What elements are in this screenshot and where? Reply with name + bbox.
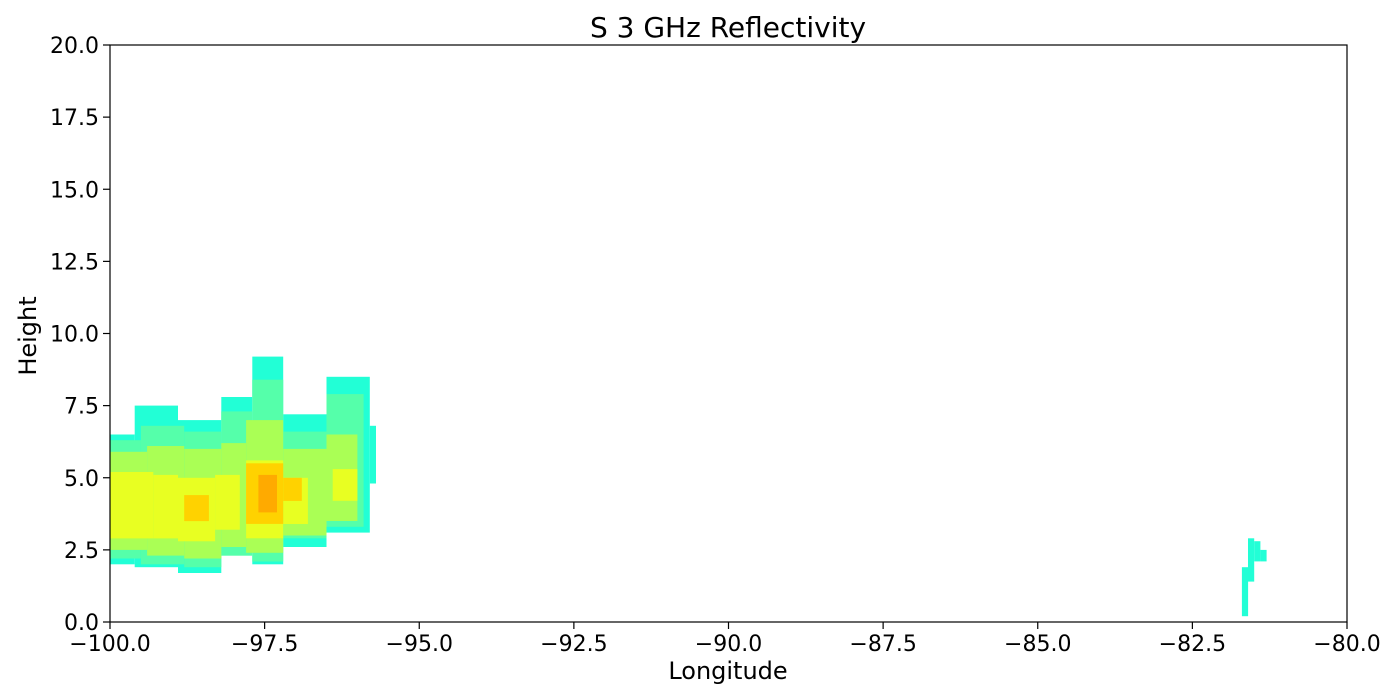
x-tick-label: −80.0 <box>1313 632 1380 657</box>
y-tick-label: 10.0 <box>50 323 99 348</box>
x-tick-label: −90.0 <box>695 632 762 657</box>
reflectivity-cell-weak <box>1248 538 1255 582</box>
chart-title: S 3 GHz Reflectivity <box>590 11 866 44</box>
x-tick-label: −87.5 <box>849 632 916 657</box>
y-tick-label: 15.0 <box>50 178 99 203</box>
reflectivity-cell-strong <box>110 472 154 539</box>
reflectivity-cell-weak <box>1254 541 1261 562</box>
reflectivity-cell-strong <box>153 474 178 539</box>
reflectivity-cells <box>110 356 1267 617</box>
y-tick-label: 7.5 <box>64 395 99 420</box>
x-tick-label: −85.0 <box>1004 632 1071 657</box>
reflectivity-cell-heavy <box>283 477 302 501</box>
reflectivity-cell-strong <box>215 474 240 530</box>
x-tick-label: −82.5 <box>1159 632 1226 657</box>
y-tick-label: 17.5 <box>50 106 99 131</box>
y-tick-label: 12.5 <box>50 250 99 275</box>
x-tick-label: −95.0 <box>386 632 453 657</box>
y-axis-ticks: 0.0 2.5 5.0 7.5 10.0 12.5 15.0 17.5 20.0 <box>50 34 110 636</box>
y-tick-label: 2.5 <box>64 539 99 564</box>
reflectivity-cell-weak <box>1260 549 1267 562</box>
reflectivity-cell-strong <box>332 469 358 501</box>
x-tick-label: −97.5 <box>231 632 298 657</box>
x-axis-label: Longitude <box>668 657 787 685</box>
y-tick-label: 0.0 <box>64 611 99 636</box>
x-tick-label: −100.0 <box>69 632 150 657</box>
reflectivity-cell-heavy <box>184 495 209 522</box>
x-tick-label: −92.5 <box>540 632 607 657</box>
reflectivity-cell-weak <box>369 425 376 484</box>
y-axis-label: Height <box>14 296 42 375</box>
x-axis-ticks: −100.0 −97.5 −95.0 −92.5 −90.0 −87.5 −85.0 −82.… <box>69 622 1381 657</box>
y-tick-label: 5.0 <box>64 467 99 492</box>
y-tick-label: 20.0 <box>50 34 99 59</box>
reflectivity-cell-intense <box>258 474 277 513</box>
reflectivity-cell-weak <box>1241 567 1249 617</box>
